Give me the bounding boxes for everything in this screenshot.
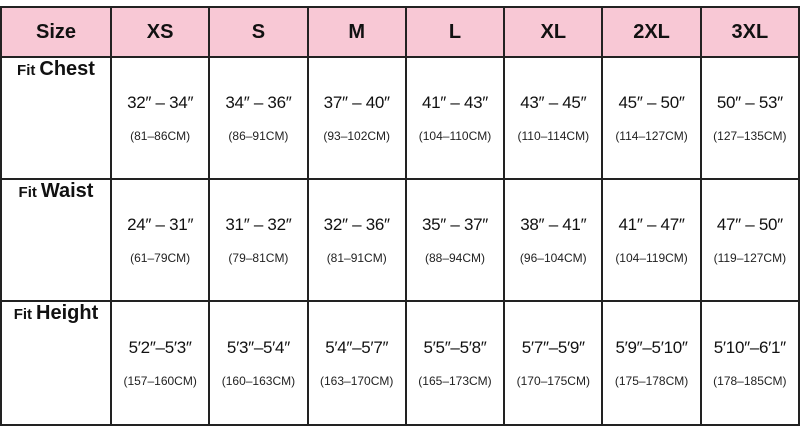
cm-range: (114–127CM) [615,129,688,143]
cm-range: (81–91CM) [326,251,387,265]
size-cell: 43″ – 45″ (110–114CM) [505,58,602,178]
inch-range: 5′4″–5′7″ [325,338,389,357]
cm-range: (110–114CM) [517,129,590,143]
inch-range: 5′10″–6′1″ [713,338,786,357]
header-cell: M [308,8,405,56]
header-cell: 3XL [701,8,798,56]
size-cell: 41″ – 47″ (104–119CM) [603,180,700,300]
size-cell: 37″ – 40″ (93–102CM) [308,58,405,178]
cm-range: (86–91CM) [228,129,289,143]
label-name: Chest [39,58,95,80]
cm-range: (79–81CM) [228,251,289,265]
size-cell: 31″ – 32″ (79–81CM) [210,180,307,300]
inch-range: 34″ – 36″ [225,93,292,112]
inch-range: 45″ – 50″ [618,93,685,112]
size-cell: 5′2″–5′3″ (157–160CM) [112,302,209,424]
inch-range: 5′5″–5′8″ [423,338,487,357]
inch-range: 43″ – 45″ [520,93,587,112]
cm-range: (175–178CM) [614,374,689,388]
size-cell: 5′9″–5′10″ (175–178CM) [603,302,700,424]
label-prefix: Fit [18,184,37,201]
size-cell: 41″ – 43″ (104–110CM) [406,58,504,178]
size-cell: 35″ – 37″ (88–94CM) [406,180,504,300]
size-cell: 5′4″–5′7″ (163–170CM) [308,302,405,424]
size-cell: 34″ – 36″ (86–91CM) [210,58,307,178]
cm-range: (170–175CM) [516,374,590,388]
size-cell: 47″ – 50″ (119–127CM) [701,180,798,300]
cm-range: (61–79CM) [130,251,191,265]
inch-range: 41″ – 43″ [421,93,489,112]
size-cell: 45″ – 50″ (114–127CM) [603,58,700,178]
row-label: Fit Height [2,302,110,424]
header-cell: 2XL [603,8,700,56]
inch-range: 38″ – 41″ [520,215,587,234]
size-cell: 38″ – 41″ (96–104CM) [505,180,602,300]
header-cell: XS [112,8,209,56]
cm-range: (96–104CM) [519,251,587,265]
inch-range: 41″ – 47″ [618,215,685,234]
cm-range: (81–86CM) [130,129,191,143]
cm-range: (88–94CM) [424,251,485,265]
inch-range: 5′3″–5′4″ [226,338,290,357]
cm-range: (93–102CM) [323,129,391,143]
label-name: Height [36,302,99,324]
size-cell: 5′10″–6′1″ (178–185CM) [701,302,798,424]
size-cell: 5′7″–5′9″ (170–175CM) [505,302,602,424]
header-cell: L [406,8,504,56]
size-table: Size XS S M L XL 2XL 3XL Fit Chest 32″ – 34″ (81–86… [0,6,800,426]
cm-range: (127–135CM) [713,129,787,143]
header-cell: S [210,8,307,56]
header-cell: Size [2,8,110,56]
cm-range: (160–163CM) [221,374,296,388]
inch-range: 31″ – 32″ [225,215,292,234]
label-prefix: Fit [17,62,36,79]
size-cell: 24″ – 31″ (61–79CM) [112,180,209,300]
cm-range: (157–160CM) [123,374,197,388]
inch-range: 32″ – 36″ [323,215,390,234]
inch-range: 5′2″–5′3″ [128,338,192,357]
inch-range: 37″ – 40″ [323,93,390,112]
cm-range: (178–185CM) [713,374,787,388]
cm-range: (163–170CM) [320,374,394,388]
inch-range: 5′7″–5′9″ [521,338,585,357]
size-cell: 50″ – 53″ (127–135CM) [701,58,798,178]
size-cell: 32″ – 36″ (81–91CM) [308,180,405,300]
row-label: Fit Chest [2,58,110,178]
inch-range: 32″ – 34″ [127,93,194,112]
inch-range: 35″ – 37″ [421,215,489,234]
label-name: Waist [40,180,94,202]
inch-range: 5′9″–5′10″ [615,338,688,357]
inch-range: 47″ – 50″ [716,215,783,234]
header-cell: XL [505,8,602,56]
cm-range: (104–119CM) [615,251,688,265]
cm-range: (104–110CM) [418,129,492,143]
inch-range: 24″ – 31″ [127,215,194,234]
size-cell: 32″ – 34″ (81–86CM) [112,58,209,178]
inch-range: 50″ – 53″ [716,93,783,112]
size-cell: 5′5″–5′8″ (165–173CM) [406,302,504,424]
label-prefix: Fit [13,306,33,323]
cm-range: (119–127CM) [713,251,787,265]
cm-range: (165–173CM) [418,374,492,388]
size-cell: 5′3″–5′4″ (160–163CM) [210,302,307,424]
row-label: Fit Waist [2,180,110,300]
